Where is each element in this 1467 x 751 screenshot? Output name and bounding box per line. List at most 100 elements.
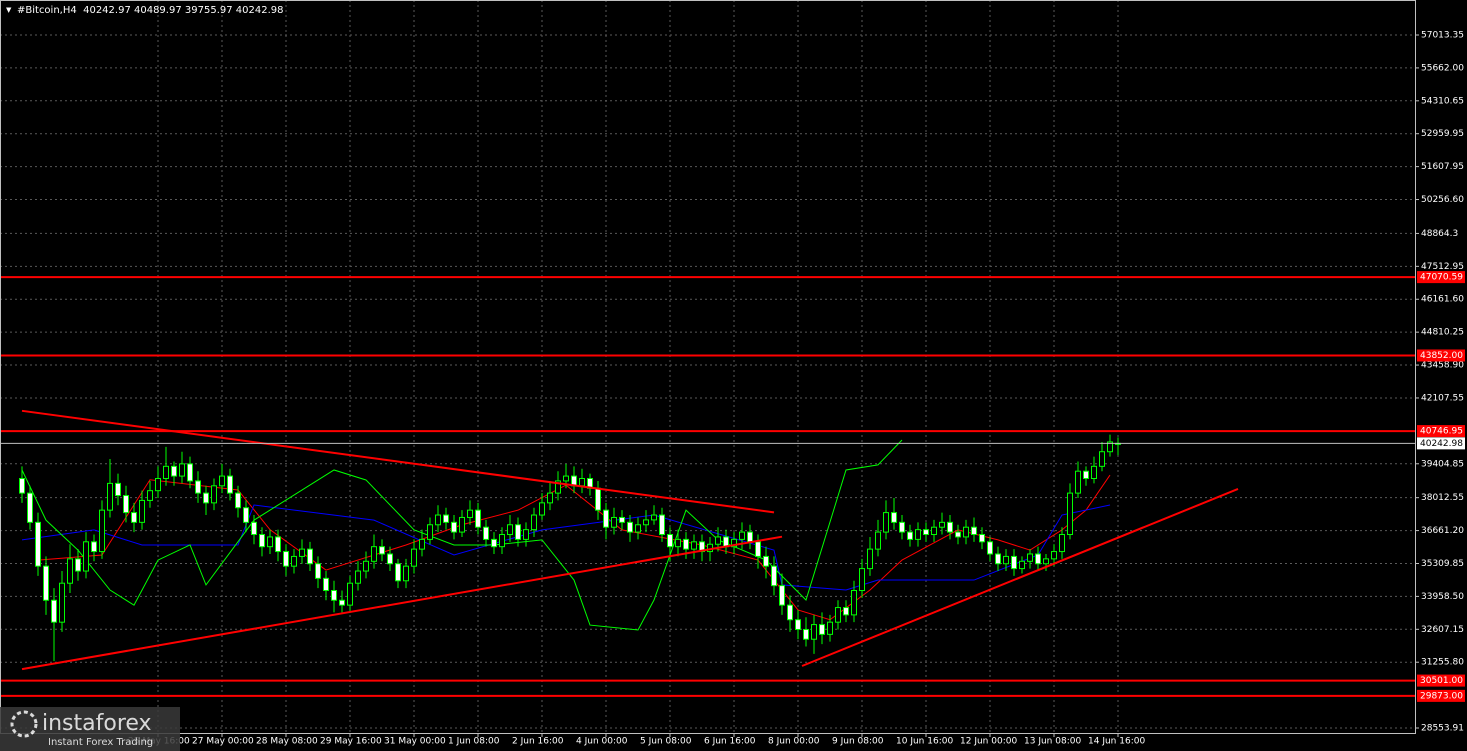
menu-arrow[interactable]: ▼ <box>6 6 12 14</box>
y-tick-label: 35309.85 <box>1421 559 1464 569</box>
x-tick-label: 9 Jun 08:00 <box>832 737 884 747</box>
candle-body <box>179 463 185 477</box>
y-tick-label: 52959.95 <box>1421 129 1464 139</box>
candle-body <box>259 534 265 548</box>
candle-body <box>619 516 625 523</box>
x-tick-label: 10 Jun 16:00 <box>896 737 953 747</box>
candle-body <box>395 563 401 582</box>
candle-body <box>347 582 353 606</box>
candle-body <box>67 558 73 584</box>
candle-body <box>875 531 881 550</box>
level-label-box <box>1417 674 1465 687</box>
y-tick-label: 51607.95 <box>1421 162 1464 172</box>
candle-body <box>763 555 769 567</box>
last-price-label: 40242.98 <box>1420 439 1463 449</box>
candle-body <box>339 599 345 606</box>
candle-body <box>915 529 921 540</box>
y-tick-label: 50256.60 <box>1421 195 1464 205</box>
candle-body <box>499 534 505 548</box>
x-tick-label: 12 Jun 00:00 <box>960 737 1017 747</box>
y-tick-label: 33958.50 <box>1421 592 1464 602</box>
candle-body <box>507 524 513 536</box>
x-tick-label: 1 Jun 08:00 <box>448 737 500 747</box>
trendline <box>801 488 1239 667</box>
candle-body <box>307 548 313 565</box>
candle-body <box>835 607 841 623</box>
candle-body <box>131 512 137 523</box>
candle-body <box>923 529 929 536</box>
candle-body <box>787 604 793 621</box>
candle-body <box>683 538 689 550</box>
candle-body <box>539 502 545 516</box>
x-tick-label: 6 Jun 16:00 <box>704 737 756 747</box>
candle-body <box>939 521 945 528</box>
candle-body <box>531 514 537 531</box>
candle-body <box>243 507 249 523</box>
candle-body <box>459 516 465 533</box>
candle-body <box>483 526 489 540</box>
candle-body <box>675 538 681 548</box>
candle-body <box>331 590 337 601</box>
level-label-box <box>1417 349 1465 362</box>
candle-body <box>955 531 961 538</box>
candle-body <box>171 465 177 477</box>
candle-body <box>667 534 673 548</box>
candle-body <box>931 526 937 536</box>
level-label: 30501.00 <box>1420 676 1463 686</box>
level-label: 47070.59 <box>1420 273 1463 283</box>
candle-body <box>971 526 977 536</box>
candle-body <box>979 534 985 543</box>
candle-body <box>315 563 321 579</box>
x-tick-label: 31 May 00:00 <box>384 737 446 747</box>
candle-body <box>883 512 889 533</box>
candle-body <box>867 548 873 570</box>
candle-body <box>155 478 161 492</box>
candle-body <box>123 495 129 514</box>
candle-body <box>475 509 481 528</box>
candle-body <box>35 521 41 567</box>
candle-body <box>635 524 641 533</box>
y-tick-label: 42107.55 <box>1421 393 1464 403</box>
candle-body <box>203 492 209 504</box>
candle-body <box>403 565 409 582</box>
candle-body <box>467 509 473 518</box>
candle-body <box>611 516 617 528</box>
candle-body <box>1035 553 1041 565</box>
candle-body <box>819 624 825 635</box>
candle-body <box>283 551 289 567</box>
candle-body <box>691 541 697 550</box>
candle-body <box>419 538 425 550</box>
level-label: 40746.95 <box>1420 427 1463 437</box>
candle-body <box>627 521 633 533</box>
candle-body <box>115 482 121 497</box>
candle-body <box>1011 555 1017 570</box>
x-tick-label: 14 Jun 16:00 <box>1088 737 1145 747</box>
candle-body <box>987 541 993 555</box>
y-tick-label: 28553.91 <box>1421 724 1464 734</box>
candle-body <box>443 514 449 523</box>
candle-body <box>195 480 201 494</box>
candle-body <box>603 509 609 528</box>
y-tick-label: 44810.25 <box>1421 328 1464 338</box>
x-tick-label: 28 May 08:00 <box>256 737 318 747</box>
watermark-box <box>0 707 180 751</box>
candle-body <box>643 519 649 526</box>
level-label-box <box>1417 271 1465 284</box>
y-tick-label: 47512.95 <box>1421 262 1464 272</box>
y-tick-label: 39404.85 <box>1421 459 1464 469</box>
candle-body <box>139 499 145 523</box>
candle-body <box>595 487 601 511</box>
candle-body <box>1075 470 1081 494</box>
candle-body <box>451 521 457 533</box>
x-tick-label: 2 Jun 16:00 <box>512 737 564 747</box>
candle-body <box>859 568 865 592</box>
watermark-tagline: Instant Forex Trading <box>48 737 153 748</box>
candle-body <box>995 553 1001 565</box>
candle-body <box>51 599 57 623</box>
candle-body <box>19 478 25 494</box>
candle-body <box>947 521 953 533</box>
y-tick-label: 54310.65 <box>1421 96 1464 106</box>
candle-body <box>811 624 817 640</box>
candle-body <box>1019 560 1025 570</box>
